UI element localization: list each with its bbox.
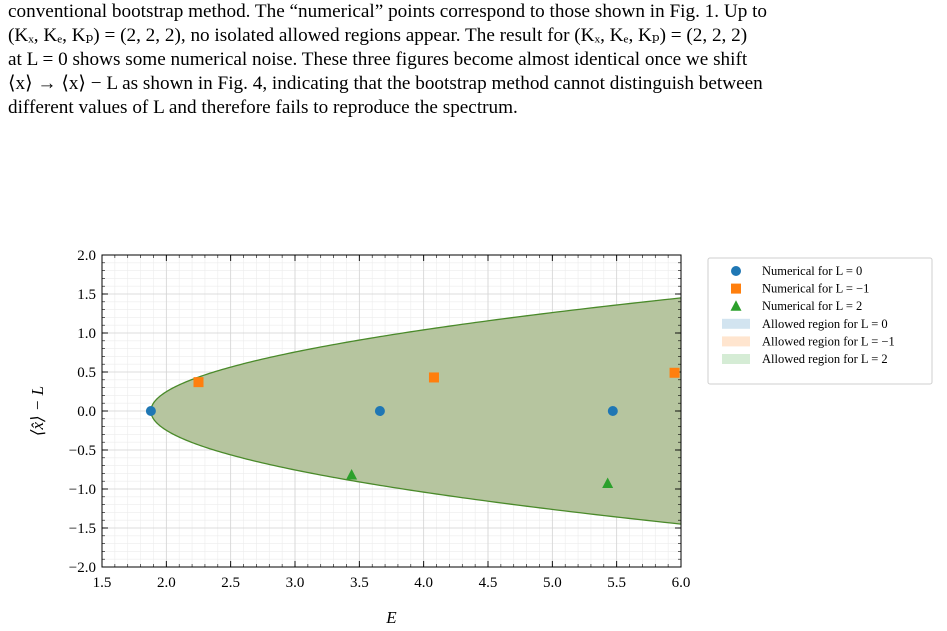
x-tick-label: 1.5 bbox=[93, 575, 112, 591]
legend-label: Numerical for L = −1 bbox=[762, 282, 869, 296]
x-tick-label: 3.5 bbox=[350, 575, 369, 591]
y-tick-label: 1.0 bbox=[77, 326, 96, 342]
y-tick-label: −0.5 bbox=[69, 443, 96, 459]
x-tick-label: 3.0 bbox=[286, 575, 305, 591]
legend-label: Numerical for L = 0 bbox=[762, 264, 862, 278]
x-axis-label: E bbox=[385, 608, 397, 627]
y-tick-label: −1.5 bbox=[69, 521, 96, 537]
paragraph-line: at L = 0 shows some numerical noise. The… bbox=[8, 49, 748, 70]
y-tick-label: −1.0 bbox=[69, 482, 96, 498]
data-point bbox=[602, 477, 614, 489]
body-paragraph: conventional bootstrap method. The “nume… bbox=[8, 0, 940, 120]
y-tick-label: −2.0 bbox=[69, 560, 96, 576]
paragraph-line: different values of L and therefore fail… bbox=[8, 97, 518, 118]
y-axis-label: ⟨x̂⟩ − L bbox=[28, 386, 47, 436]
legend-marker bbox=[730, 300, 742, 311]
legend-swatch bbox=[722, 354, 750, 364]
legend-swatch bbox=[722, 318, 750, 329]
y-tick-label: 0.0 bbox=[77, 404, 96, 420]
data-point bbox=[193, 377, 204, 388]
x-tick-label: 2.0 bbox=[157, 575, 176, 591]
x-tick-label: 4.5 bbox=[479, 575, 498, 591]
legend-box bbox=[707, 257, 933, 385]
paragraph-line: (Kₓ, Kₑ, Kₚ) = (2, 2, 2), no isolated al… bbox=[8, 25, 748, 46]
y-tick-label: 0.5 bbox=[77, 365, 96, 381]
data-point bbox=[669, 367, 680, 378]
plot-area: 1.5 2.0 2.5 3.0 3.5 4.0 4.5 5.0 5.5 6.0 2.0 1.5 1.0 0… bbox=[28, 248, 690, 627]
x-tick-label: 2.5 bbox=[221, 575, 240, 591]
data-point bbox=[374, 406, 385, 416]
legend-label: Allowed region for L = 2 bbox=[762, 352, 888, 366]
x-tick-label: 5.5 bbox=[607, 575, 626, 591]
legend-marker bbox=[731, 283, 741, 294]
legend-label: Allowed region for L = 0 bbox=[762, 317, 888, 331]
x-tick-label: 4.0 bbox=[414, 575, 433, 591]
paragraph-line: ⟨x⟩ → ⟨x⟩ − L as shown in Fig. 4, indica… bbox=[8, 73, 763, 94]
legend: Numerical for L = 0 Numerical for L = −1 N… bbox=[707, 257, 933, 385]
y-tick-label: 2.0 bbox=[77, 248, 96, 264]
allowed-region-fill bbox=[150, 297, 681, 525]
x-tick-label: 6.0 bbox=[672, 575, 691, 591]
x-tick-label: 5.0 bbox=[543, 575, 562, 591]
legend-label: Numerical for L = 2 bbox=[762, 299, 862, 313]
legend-label: Allowed region for L = −1 bbox=[762, 334, 895, 348]
data-point bbox=[145, 406, 156, 416]
legend-swatch bbox=[722, 336, 750, 347]
paragraph-line: conventional bootstrap method. The “nume… bbox=[8, 1, 768, 22]
allowed-region-boundary bbox=[150, 410, 681, 525]
y-tick-label: 1.5 bbox=[77, 287, 96, 303]
legend-marker bbox=[731, 266, 741, 276]
data-point bbox=[607, 406, 618, 416]
data-point bbox=[346, 468, 358, 480]
data-point bbox=[428, 372, 439, 383]
allowed-region-boundary bbox=[150, 297, 681, 412]
